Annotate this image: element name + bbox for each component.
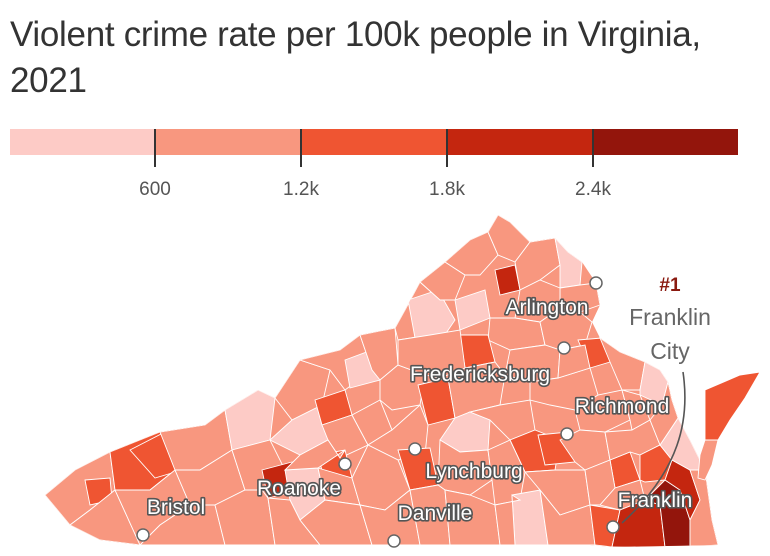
city-dot-bristol	[136, 528, 150, 542]
county[interactable]	[419, 261, 466, 301]
city-dot-arlington	[589, 276, 603, 290]
legend-tick-label-1: 600	[139, 179, 171, 200]
legend-tick-2	[300, 129, 302, 167]
city-label-roanoke: Roanoke	[257, 477, 341, 500]
city-dot-richmond	[560, 427, 574, 441]
county[interactable]	[224, 389, 276, 451]
annotation-rank: #1	[659, 275, 681, 296]
city-dot-franklin	[606, 520, 620, 534]
eastern-shore-north[interactable]	[704, 371, 761, 441]
legend-tick-label-2: 1.2k	[283, 179, 319, 200]
city-label-bristol: Bristol	[147, 496, 205, 519]
city-label-lynchburg: Lynchburg	[425, 460, 522, 483]
city-dot-roanoke	[338, 457, 352, 471]
county[interactable]	[397, 329, 466, 379]
eastern-shore-south[interactable]	[697, 439, 719, 481]
chart-title: Violent crime rate per 100k people in Vi…	[10, 15, 701, 100]
annotation-name-line1: Franklin	[629, 304, 711, 330]
county[interactable]	[321, 414, 369, 459]
legend-tick-4	[592, 129, 594, 167]
legend-bin-1	[10, 129, 155, 155]
county[interactable]	[283, 439, 346, 471]
legend-tick-3	[446, 129, 448, 167]
city-dot-lynchburg	[408, 442, 422, 456]
county[interactable]	[299, 499, 373, 546]
legend-bin-3	[301, 129, 447, 155]
city-dot-fredericksburg	[557, 341, 571, 355]
county[interactable]	[589, 504, 621, 547]
legend-tick-1	[154, 129, 156, 167]
annotation-name-line2: City	[650, 338, 690, 364]
legend-tick-label-4: 2.4k	[575, 179, 611, 200]
legend-bin-4	[447, 129, 593, 155]
legend-bin-5	[593, 129, 738, 155]
county[interactable]	[649, 381, 679, 446]
legend-bin-2	[155, 129, 301, 155]
legend-tick-label-3: 1.8k	[429, 179, 465, 200]
city-label-franklin: Franklin	[618, 489, 693, 512]
virginia-county-map: Arlington Fredericksburg Richmond Lynchb…	[45, 215, 761, 548]
county[interactable]	[494, 494, 522, 546]
city-dot-danville	[387, 534, 401, 548]
city-label-fredericksburg: Fredericksburg	[410, 363, 550, 386]
annotation-leader-line	[621, 371, 686, 524]
color-legend: 600 1.2k 1.8k 2.4k	[10, 129, 738, 200]
city-label-danville: Danville	[398, 502, 473, 525]
city-label-richmond: Richmond	[575, 395, 670, 418]
city-label-arlington: Arlington	[506, 296, 589, 319]
